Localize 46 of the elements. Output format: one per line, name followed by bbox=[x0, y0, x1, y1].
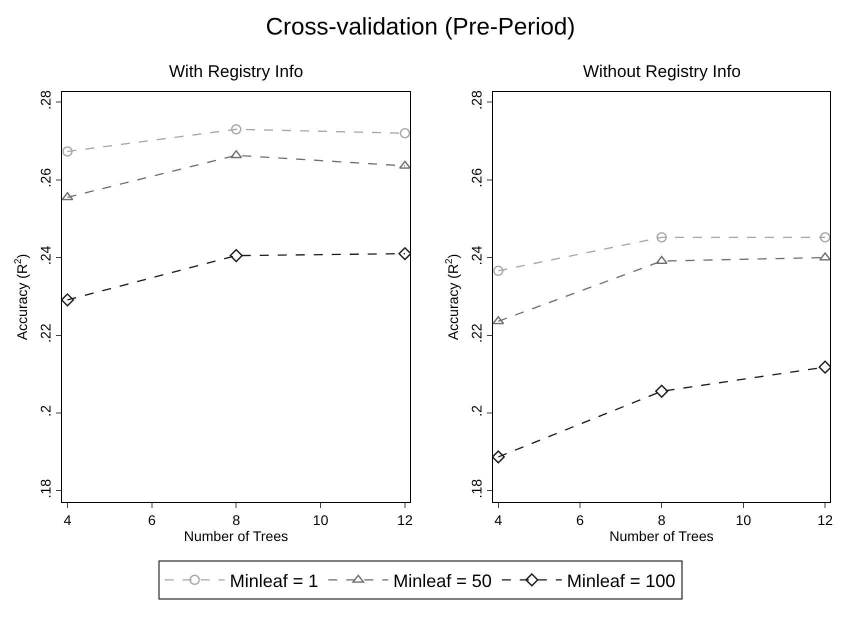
y-tick-label: .28 bbox=[37, 90, 54, 110]
y-tick-label: .2 bbox=[37, 404, 54, 417]
x-tick-label: 8 bbox=[658, 512, 666, 528]
point bbox=[818, 360, 830, 374]
y-tick-label: .22 bbox=[468, 323, 484, 343]
point bbox=[398, 247, 410, 260]
x-axis-title: Number of Trees bbox=[609, 528, 714, 544]
y-tick-label: .28 bbox=[468, 90, 484, 110]
point bbox=[400, 128, 410, 138]
chart-title: Cross-validation (Pre-Period) bbox=[266, 13, 576, 40]
point bbox=[656, 232, 667, 243]
x-tick-label: 10 bbox=[736, 512, 752, 528]
point bbox=[820, 232, 830, 243]
x-tick-label: 10 bbox=[312, 512, 329, 528]
point bbox=[62, 192, 74, 200]
point bbox=[493, 266, 504, 276]
y-tick-label: .22 bbox=[37, 323, 54, 343]
point bbox=[493, 450, 505, 464]
x-tick-label: 4 bbox=[494, 512, 502, 528]
legend-label: Minleaf = 100 bbox=[566, 570, 676, 591]
x-axis-title: Number of Trees bbox=[184, 528, 288, 544]
x-tick-label: 6 bbox=[148, 512, 156, 528]
point bbox=[655, 384, 668, 398]
point bbox=[230, 249, 243, 262]
y-tick-label: .24 bbox=[37, 246, 54, 266]
y-tick-label: .24 bbox=[468, 246, 484, 266]
x-tick-label: 12 bbox=[817, 512, 834, 528]
y-tick-label: .26 bbox=[37, 168, 54, 188]
legend-label: Minleaf = 1 bbox=[230, 570, 318, 591]
x-tick-label: 4 bbox=[64, 512, 72, 528]
point bbox=[231, 124, 242, 135]
legend-label: Minleaf = 50 bbox=[393, 570, 492, 591]
chart-subtitle: Without Registry Info bbox=[583, 62, 741, 81]
y-tick-label: .18 bbox=[468, 478, 484, 498]
y-tick-label: .2 bbox=[468, 404, 484, 417]
point bbox=[819, 252, 830, 260]
x-tick-label: 6 bbox=[576, 512, 584, 528]
x-tick-label: 12 bbox=[397, 512, 413, 528]
y-tick-label: .18 bbox=[37, 478, 54, 498]
x-tick-label: 8 bbox=[232, 512, 240, 528]
point bbox=[62, 293, 74, 306]
point bbox=[399, 160, 410, 169]
chart-subtitle: With Registry Info bbox=[169, 62, 304, 81]
point bbox=[493, 316, 504, 324]
y-tick-label: .26 bbox=[468, 168, 484, 188]
point bbox=[62, 146, 73, 157]
